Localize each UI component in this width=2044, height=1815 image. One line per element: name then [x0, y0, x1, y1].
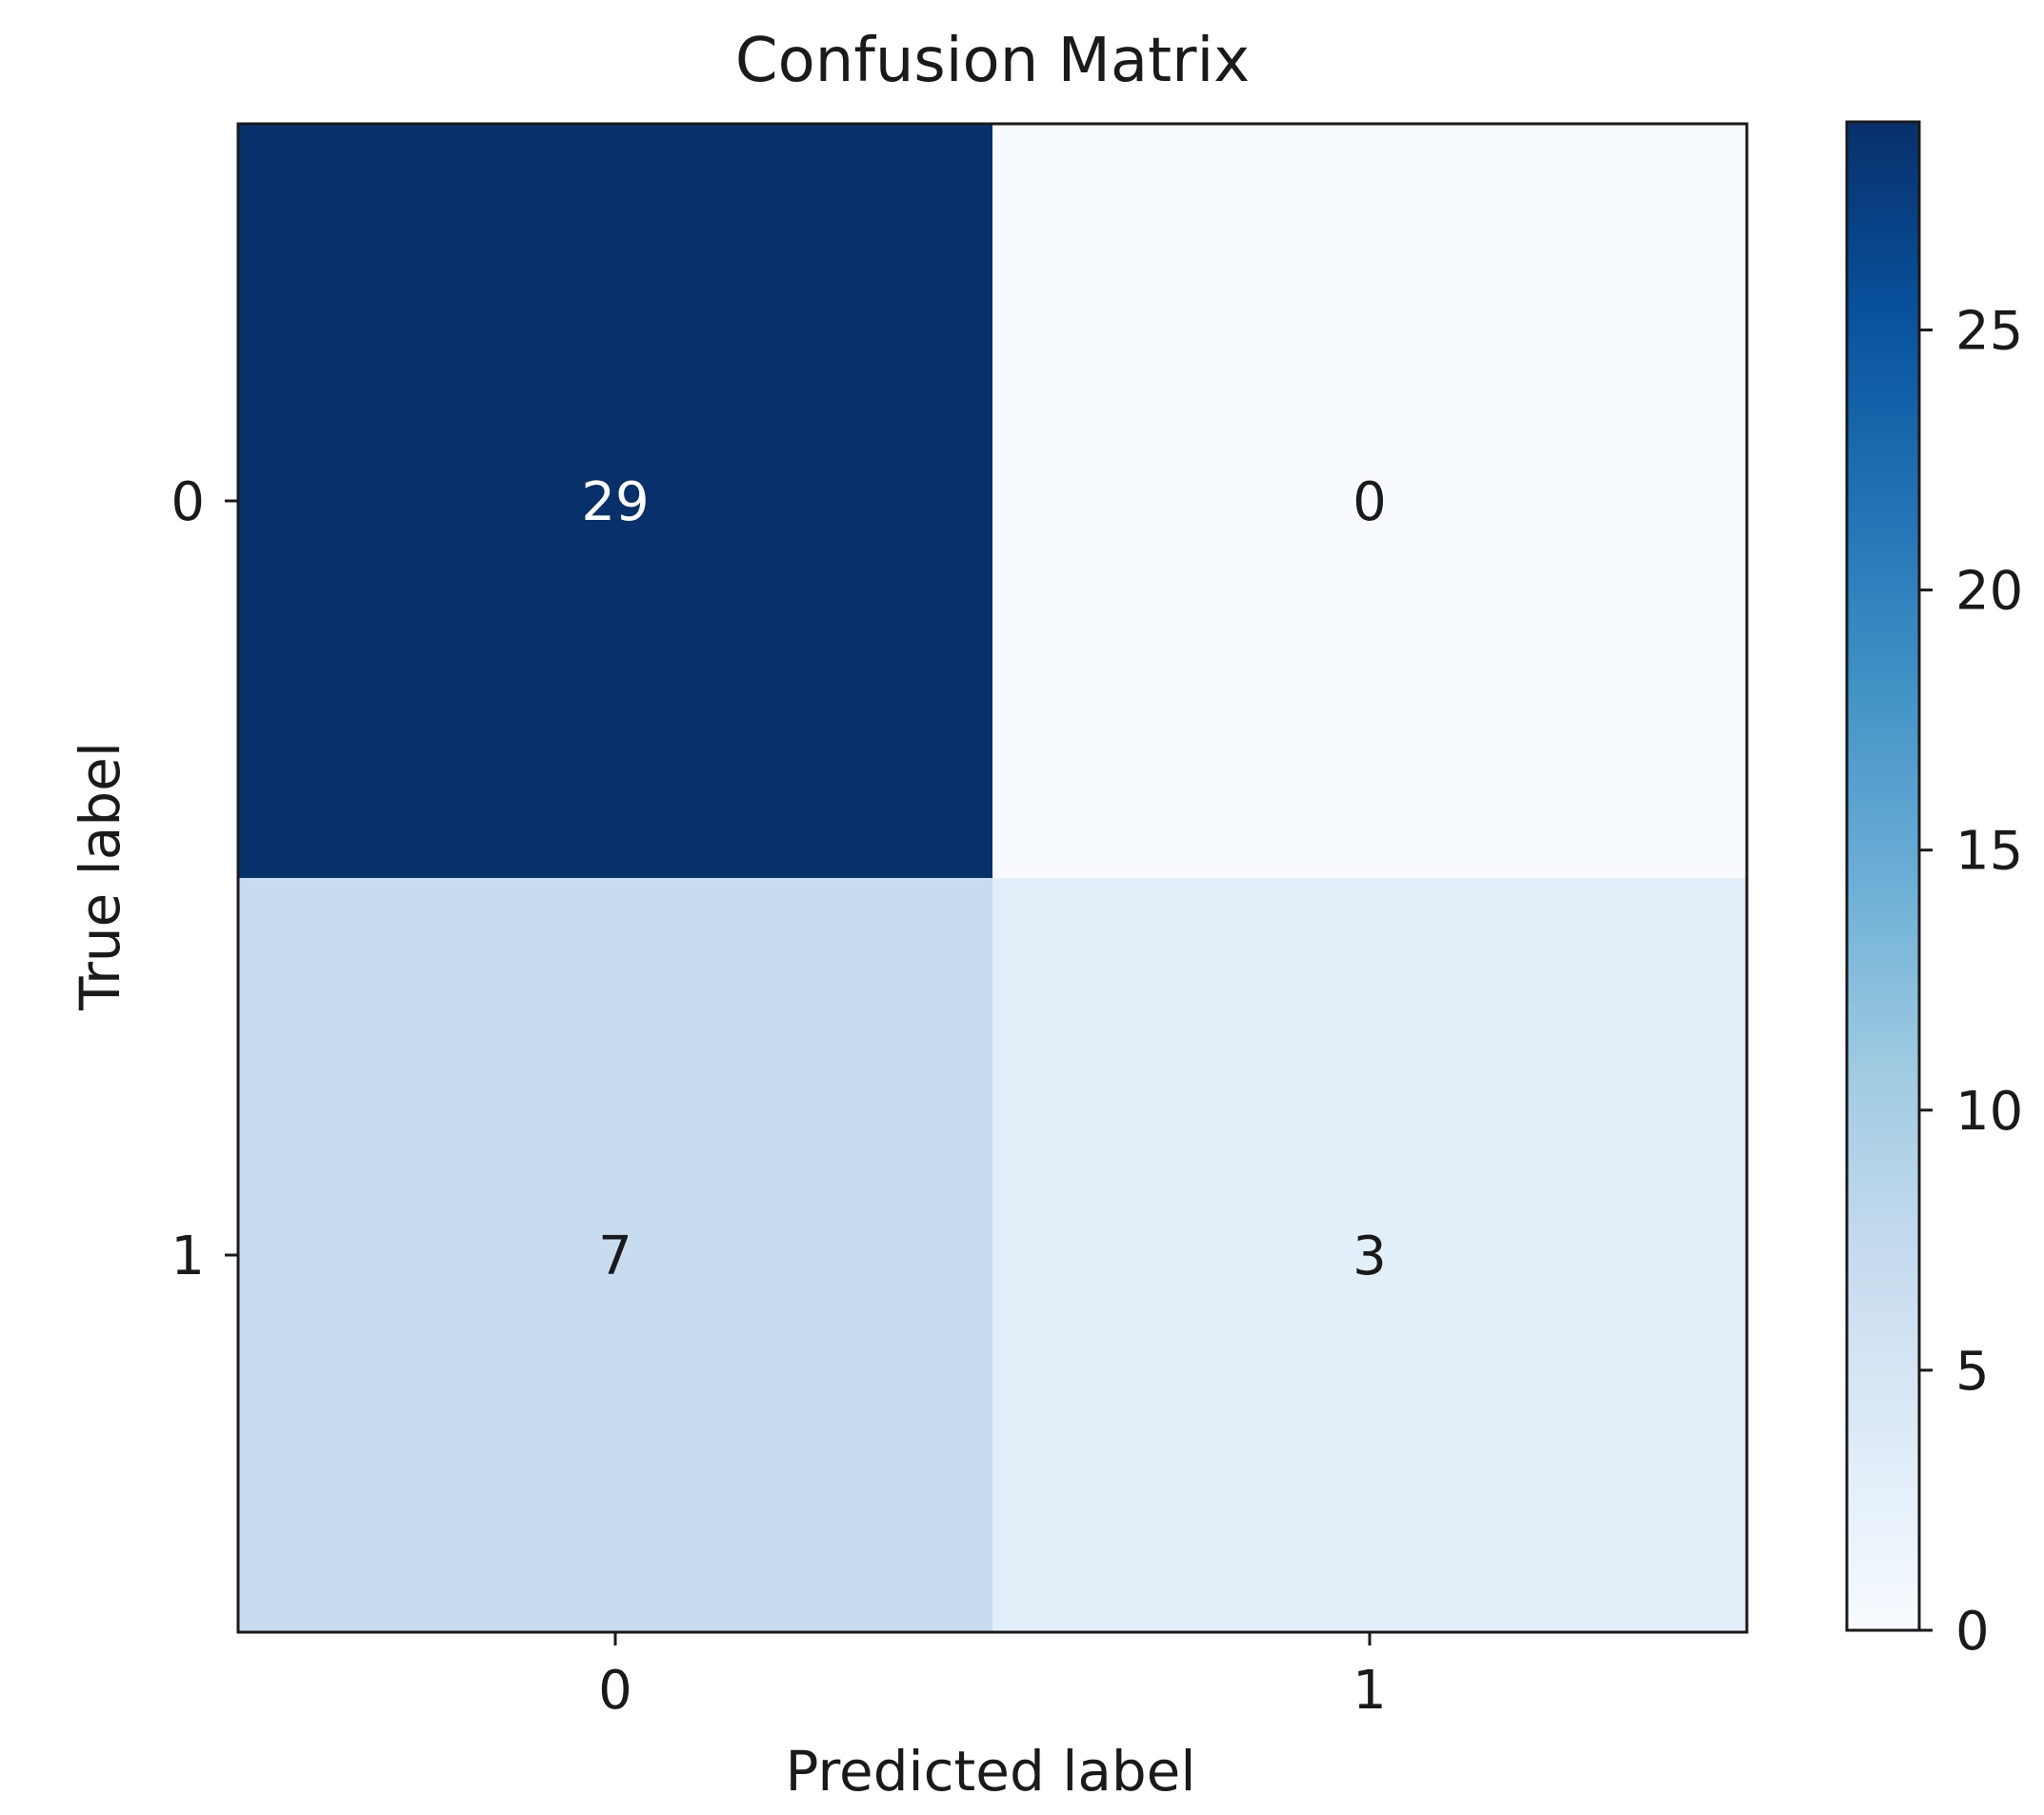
cell-value-label: 3	[1353, 1226, 1387, 1287]
heatmap-cell-r1-c1	[992, 878, 1747, 1632]
colorbar-tick-label: 5	[1955, 1341, 1990, 1403]
x-tick-label: 1	[1353, 1660, 1387, 1722]
heatmap-cell-r0-c1	[992, 124, 1747, 878]
y-axis-label: True label	[68, 742, 132, 1011]
heatmap-cells	[236, 122, 1749, 1634]
colorbar-tick-label: 15	[1955, 821, 2023, 883]
y-tick-label: 1	[170, 1226, 205, 1287]
x-tick-label: 0	[598, 1660, 632, 1722]
colorbar-tick-label: 25	[1955, 300, 2023, 362]
cell-value-label: 7	[598, 1226, 632, 1287]
cell-value-labels: 29 0 7 3	[581, 471, 1386, 1287]
colorbar-tick-label: 10	[1955, 1081, 2023, 1143]
heatmap-cell-r1-c0	[238, 878, 992, 1632]
colorbar: 0 5 10 15 20 25	[1845, 120, 2023, 1663]
colorbar-tick-label: 0	[1955, 1601, 1990, 1663]
colorbar-tick-label: 20	[1955, 561, 2023, 623]
plot-frame	[236, 122, 1749, 1634]
colorbar-gradient	[1845, 120, 1921, 1632]
heatmap-cell-r0-c0	[238, 124, 992, 878]
chart-title: Confusion Matrix	[735, 26, 1250, 96]
cell-value-label: 29	[581, 471, 649, 533]
cell-value-label: 0	[1353, 471, 1387, 533]
y-axis: 01	[170, 471, 238, 1287]
x-axis-label: Predicted label	[786, 1739, 1196, 1804]
y-tick-label: 0	[170, 471, 205, 533]
